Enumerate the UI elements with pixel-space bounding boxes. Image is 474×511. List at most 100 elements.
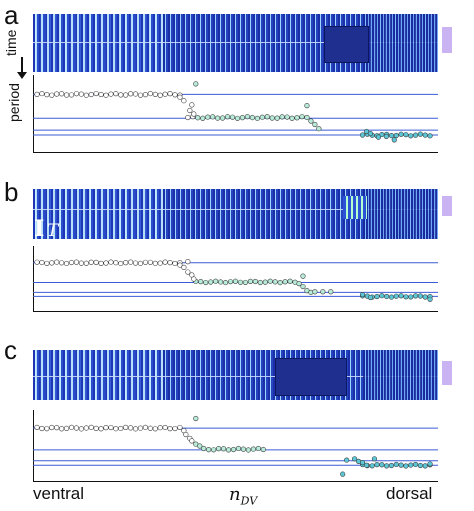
period-data-point — [408, 462, 414, 468]
y-axis — [33, 75, 34, 153]
period-data-point — [108, 424, 114, 431]
period-data-point — [239, 115, 246, 121]
period-data-point — [264, 114, 270, 120]
period-data-point — [98, 260, 104, 266]
period-data-point — [371, 456, 378, 462]
period-data-point — [206, 447, 212, 453]
period-data-point — [193, 81, 199, 87]
period-data-point — [183, 431, 189, 438]
period-data-point — [201, 445, 207, 452]
period-axis-label: period — [6, 83, 22, 122]
period-data-point — [147, 259, 153, 265]
period-data-point — [300, 283, 306, 290]
period-data-point — [274, 115, 280, 121]
time-axis-label: time — [3, 29, 19, 56]
period-data-point — [142, 259, 149, 265]
period-data-point — [427, 133, 433, 139]
period-data-point — [34, 424, 40, 430]
period-data-point — [427, 296, 433, 302]
period-data-point — [54, 259, 60, 265]
period-data-point — [369, 463, 375, 469]
period-data-point — [379, 293, 385, 299]
period-data-point — [88, 424, 94, 430]
period-data-point — [289, 115, 295, 121]
period-data-point — [39, 259, 45, 266]
period-data-point — [103, 260, 109, 266]
period-data-point — [282, 279, 288, 285]
period-data-point — [172, 425, 178, 432]
period-data-point — [267, 278, 273, 284]
period-data-point — [195, 115, 201, 121]
n-symbol: n — [229, 484, 241, 505]
period-data-point — [157, 92, 163, 98]
x-axis — [33, 152, 438, 153]
period-data-point — [234, 115, 241, 121]
period-data-point — [147, 425, 153, 431]
period-data-point — [227, 279, 234, 285]
period-data-point — [123, 92, 129, 98]
period-data-point — [312, 289, 318, 295]
period-data-point — [250, 446, 256, 452]
period-data-point — [328, 289, 334, 295]
period-data-point — [142, 424, 149, 430]
period-data-point — [185, 114, 191, 121]
period-data-point — [272, 279, 278, 285]
period-data-point — [216, 446, 222, 452]
period-data-point — [39, 425, 45, 432]
kymograph-baseline — [33, 42, 438, 43]
period-data-point — [237, 279, 244, 285]
period-data-point — [211, 447, 217, 453]
period-data-point — [93, 425, 99, 431]
period-data-point — [383, 133, 389, 140]
period-data-point — [157, 260, 163, 266]
period-data-point — [108, 259, 114, 265]
period-plot-svg-b — [33, 258, 438, 302]
period-data-point — [300, 273, 306, 279]
period-data-point — [108, 91, 114, 97]
period-data-point — [88, 259, 94, 265]
period-data-point — [49, 424, 55, 431]
period-data-point — [118, 260, 124, 267]
period-data-point — [412, 461, 419, 468]
period-data-point — [244, 114, 251, 120]
period-data-point — [59, 260, 65, 266]
period-data-point — [167, 260, 173, 266]
period-data-point — [408, 133, 414, 139]
period-data-point — [63, 425, 70, 431]
period-data-point — [262, 279, 268, 285]
period-data-point — [219, 115, 226, 121]
period-data-point — [359, 460, 366, 466]
period-data-point — [152, 91, 158, 97]
dorsal-label: dorsal — [386, 484, 433, 503]
period-data-point — [83, 260, 89, 266]
period-plot-b — [33, 246, 438, 312]
period-data-point — [34, 91, 40, 98]
period-data-point — [388, 294, 395, 300]
period-data-point — [73, 259, 80, 265]
period-data-point — [113, 260, 119, 266]
period-data-point — [197, 443, 203, 449]
period-data-point — [284, 114, 290, 120]
period-data-point — [417, 462, 423, 469]
period-data-point — [249, 114, 255, 121]
period-data-point — [427, 461, 433, 467]
period-data-point — [403, 463, 409, 469]
period-data-point — [403, 294, 409, 300]
period-data-point — [44, 426, 50, 432]
period-data-point — [78, 91, 84, 97]
period-data-point — [384, 463, 390, 469]
period-data-point — [393, 132, 399, 139]
period-data-point — [78, 426, 84, 432]
period-data-point — [316, 126, 322, 132]
period-data-point — [242, 279, 249, 286]
y-axis — [33, 410, 34, 482]
period-data-point — [240, 446, 247, 452]
kymograph-baseline — [33, 376, 438, 377]
period-data-point — [118, 92, 124, 98]
period-data-point — [296, 281, 302, 287]
period-data-point — [177, 424, 183, 431]
period-data-point — [320, 289, 326, 295]
period-data-point — [367, 130, 374, 137]
period-data-point — [232, 278, 239, 284]
period-data-point — [304, 103, 310, 109]
